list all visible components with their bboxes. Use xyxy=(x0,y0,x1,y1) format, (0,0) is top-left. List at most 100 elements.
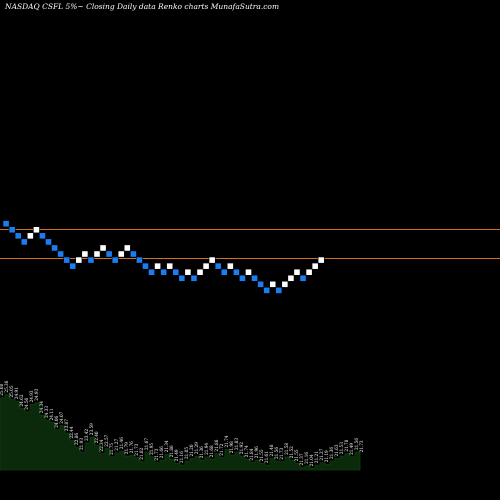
volume-data-label: 21.36 xyxy=(329,447,334,459)
volume-data-label: 21.73 xyxy=(359,440,364,452)
volume-data-label: 24.06 xyxy=(54,415,59,427)
renko-brick-down xyxy=(257,280,265,288)
renko-brick-up xyxy=(154,262,161,270)
volume-data-label: 21.37 xyxy=(299,453,304,465)
renko-brick-up xyxy=(166,262,174,270)
volume-data-label: 21.46 xyxy=(119,437,124,449)
renko-brick-down xyxy=(178,274,186,282)
renko-brick-up xyxy=(293,268,301,276)
volume-data-label: 24.93 xyxy=(34,388,39,400)
volume-data-label: 23.42 xyxy=(84,429,89,441)
volume-data-label: 21.84 xyxy=(249,448,254,460)
renko-brick-down xyxy=(87,256,95,264)
renko-brick-down xyxy=(172,268,180,276)
volume-data-label: 24.07 xyxy=(59,411,64,423)
renko-brick-down xyxy=(63,256,71,264)
renko-brick-down xyxy=(160,268,168,276)
renko-brick-down xyxy=(57,250,65,258)
volume-data-label: 22.86 xyxy=(74,433,79,445)
volume-data-label: 21.95 xyxy=(149,443,154,455)
renko-brick-up xyxy=(117,250,125,258)
volume-data-label: 21.52 xyxy=(289,446,294,458)
renko-brick-down xyxy=(69,262,77,270)
renko-brick-down xyxy=(39,232,46,240)
volume-data-label: 22.40 xyxy=(94,431,99,443)
renko-brick-up xyxy=(202,262,210,270)
renko-brick-down xyxy=(190,274,198,282)
renko-brick-up xyxy=(208,256,216,264)
volume-data-label: 21.79 xyxy=(124,442,129,454)
renko-brick-down xyxy=(148,268,155,276)
volume-data-label: 21.20 xyxy=(189,444,194,456)
volume-data-label: 21.55 xyxy=(294,449,299,461)
volume-data-label: 21.56 xyxy=(354,438,359,450)
renko-brick-up xyxy=(196,268,204,276)
renko-brick-up xyxy=(184,268,192,276)
volume-data-label: 21.16 xyxy=(304,452,309,464)
volume-data-label: 21.96 xyxy=(254,446,259,458)
renko-brick-up xyxy=(226,262,234,270)
volume-data-label: 21.75 xyxy=(109,443,114,455)
volume-data-label: 21.94 xyxy=(204,443,209,455)
volume-data-label: 22.44 xyxy=(69,426,74,438)
volume-data-label: 21.27 xyxy=(114,438,119,450)
renko-brick-up xyxy=(26,232,34,240)
volume-data-label: 21.61 xyxy=(264,451,269,463)
renko-brick-down xyxy=(275,286,283,294)
renko-brick-up xyxy=(99,244,107,252)
renko-brick-down xyxy=(263,286,271,294)
volume-data-label: 21.48 xyxy=(269,444,274,456)
renko-brick-up xyxy=(311,262,319,270)
renko-brick-up xyxy=(81,250,89,258)
volume-data-label: 21.86 xyxy=(169,445,174,457)
renko-brick-up xyxy=(245,268,252,276)
volume-data-label: 24.11 xyxy=(49,408,54,420)
renko-brick-down xyxy=(232,268,240,276)
renko-brick-down xyxy=(239,274,246,282)
volume-data-label: 21.78 xyxy=(344,439,349,451)
volume-data-label: 21.98 xyxy=(229,441,234,453)
volume-data-label: 21.74 xyxy=(224,435,229,447)
volume-data-label: 24.56 xyxy=(24,397,29,409)
renko-brick-down xyxy=(214,262,222,270)
volume-data-label: 21.82 xyxy=(139,447,144,459)
volume-data-label: 21.73 xyxy=(154,448,159,460)
volume-area-path xyxy=(0,394,361,471)
volume-data-label: 25.08 xyxy=(0,383,4,395)
renko-brick-down xyxy=(299,274,307,282)
renko-brick-down xyxy=(2,220,10,228)
volume-data-label: 21.36 xyxy=(199,446,204,458)
reference-lines xyxy=(0,229,500,259)
volume-data-label: 21.58 xyxy=(284,443,289,455)
volume-data-label: 25.36 xyxy=(4,380,9,392)
volume-data-label: 21.86 xyxy=(214,439,219,451)
renko-brick-up xyxy=(287,274,295,282)
renko-brick-down xyxy=(142,262,149,270)
volume-data-label: 24.91 xyxy=(14,387,19,399)
volume-data-label: 21.93 xyxy=(79,438,84,450)
renko-brick-down xyxy=(220,268,228,276)
renko-brick-down xyxy=(105,250,113,258)
volume-data-label: 21.49 xyxy=(349,443,354,455)
volume-data-label: 21.49 xyxy=(174,449,179,461)
renko-brick-up xyxy=(305,268,313,276)
volume-data-label: 21.72 xyxy=(219,443,224,455)
renko-brick-down xyxy=(20,238,28,246)
renko-brick-up xyxy=(75,256,83,264)
renko-brick-down xyxy=(45,238,52,246)
volume-data-label: 24.93 xyxy=(29,390,34,402)
volume-data-label: 21.56 xyxy=(274,447,279,459)
volume-data-label: 21.21 xyxy=(314,451,319,463)
renko-brick-down xyxy=(14,232,22,240)
renko-brick-up xyxy=(93,250,101,258)
volume-data-label: 25.05 xyxy=(9,385,14,397)
volume-data-label: 21.68 xyxy=(209,445,214,457)
volume-data-label: 22.57 xyxy=(104,434,109,446)
renko-bricks xyxy=(2,220,325,294)
volume-data-label: 21.63 xyxy=(334,444,339,456)
volume-data-label: 21.73 xyxy=(134,443,139,455)
volume-data-label: 21.27 xyxy=(319,448,324,460)
renko-brick-down xyxy=(51,244,58,252)
